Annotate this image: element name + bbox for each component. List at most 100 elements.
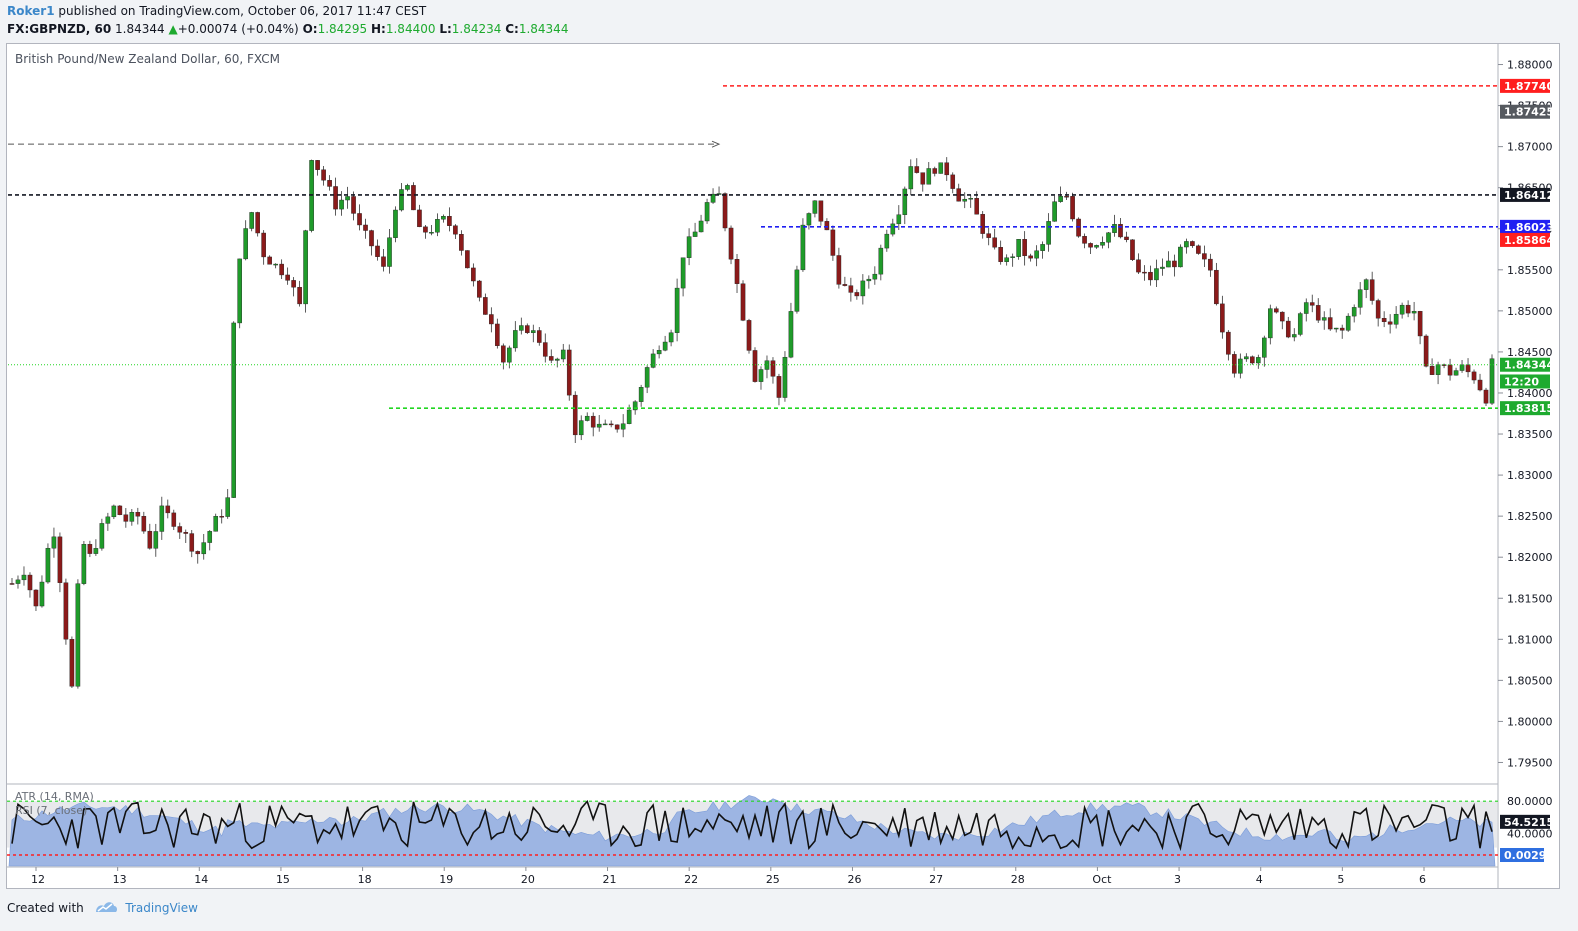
candle-up (1238, 358, 1243, 374)
candle-up (231, 322, 236, 498)
x-tick-label: 12 (31, 873, 45, 886)
candle-up (1345, 315, 1351, 331)
candle-up (1046, 221, 1051, 245)
candle-up (812, 200, 818, 214)
candle-up (435, 219, 440, 233)
x-tick-label: 27 (929, 873, 943, 886)
candle-down (1327, 317, 1333, 330)
candle-up (860, 280, 866, 297)
candle-down (998, 247, 1003, 262)
candle-down (1214, 269, 1219, 305)
candle-down (614, 424, 620, 430)
candle-up (303, 230, 308, 305)
rsi-line (11, 799, 1493, 852)
candle-down (1315, 305, 1321, 321)
rsi-value-tag: 54.5215 (1504, 816, 1554, 829)
candle-up (1453, 370, 1459, 376)
chart-frame (6, 43, 1560, 889)
candle-down (1196, 245, 1201, 254)
candle-up (1399, 304, 1405, 315)
candle-up (866, 278, 872, 282)
price-chart[interactable]: 1.880001.875001.870001.865001.860001.855… (6, 43, 1560, 889)
candle-up (243, 228, 248, 260)
candle-down (572, 394, 578, 436)
candle-up (800, 224, 806, 271)
price-tag-bg (1500, 374, 1550, 389)
close-value: 1.84344 (518, 22, 569, 36)
candle-down (483, 297, 488, 315)
open-value: 1.84295 (317, 22, 368, 36)
up-arrow-icon: ▲ (168, 22, 178, 36)
candle-down (1405, 304, 1411, 314)
level-price-tag-bg (1500, 219, 1550, 234)
x-tick-label: 25 (766, 873, 780, 886)
candle-up (878, 247, 884, 275)
candle-down (1118, 224, 1123, 238)
candle-down (608, 423, 614, 426)
candle-up (962, 198, 968, 202)
candle-up (680, 257, 686, 289)
candle-up (111, 505, 117, 518)
candle-up (519, 325, 524, 331)
candle-down (848, 285, 854, 293)
y-tick-label: 1.85000 (1507, 305, 1553, 318)
candle-up (626, 409, 632, 424)
last-price: 1.84344 (115, 22, 165, 36)
candle-up (584, 415, 590, 421)
symbol-info: FX:GBPNZD, 60 1.84344 ▲+0.00074 (+0.04%)… (7, 22, 568, 36)
candle-up (764, 360, 770, 370)
candle-down (477, 280, 482, 298)
candle-down (722, 193, 728, 229)
candle-down (1309, 302, 1315, 306)
candle-down (542, 342, 548, 357)
candle-down (1070, 196, 1075, 220)
candle-up (1010, 256, 1015, 258)
symbol: FX:GBPNZD, 60 (7, 22, 112, 36)
candle-down (381, 256, 386, 267)
atr-value-tag: 0.0029 (1504, 849, 1546, 862)
tradingview-link[interactable]: TradingView (125, 901, 198, 915)
tradingview-logo-icon (94, 900, 118, 917)
candle-down (734, 259, 740, 284)
candle-down (1417, 311, 1423, 337)
author-name[interactable]: Roker1 (7, 4, 55, 18)
y-tick-label: 1.80500 (1507, 674, 1553, 687)
pane-tick-label: 40.0000 (1507, 828, 1553, 841)
candle-up (1363, 279, 1369, 290)
candle-down (1387, 321, 1393, 325)
candle-down (321, 169, 326, 181)
candle-down (123, 514, 129, 522)
candle-up (159, 505, 165, 532)
candle-down (57, 536, 63, 583)
candle-up (758, 369, 764, 382)
candle-up (153, 531, 159, 549)
candle-down (501, 345, 506, 363)
candle-down (818, 200, 824, 222)
candle-down (914, 166, 920, 173)
candle-up (105, 516, 111, 524)
candle-up (99, 523, 105, 549)
candle-down (986, 233, 991, 238)
candle-down (261, 232, 266, 258)
candle-down (363, 224, 368, 231)
candle-up (93, 548, 99, 554)
candle-up (1178, 246, 1183, 268)
candle-up (686, 236, 692, 258)
candle-down (135, 512, 141, 517)
candle-up (908, 166, 914, 190)
candle-down (9, 583, 15, 585)
candle-down (297, 286, 302, 305)
candle-down (189, 533, 195, 552)
candle-down (489, 314, 494, 325)
candle-down (495, 323, 500, 346)
x-tick-label: 4 (1256, 873, 1263, 886)
candle-up (1106, 232, 1111, 243)
candle-down (459, 234, 464, 251)
candle-down (267, 256, 272, 265)
candle-up (710, 193, 716, 203)
candle-up (339, 199, 344, 210)
candle-up (45, 547, 51, 583)
candle-down (1220, 303, 1225, 333)
x-tick-label: 6 (1419, 873, 1426, 886)
candle-down (27, 574, 33, 591)
